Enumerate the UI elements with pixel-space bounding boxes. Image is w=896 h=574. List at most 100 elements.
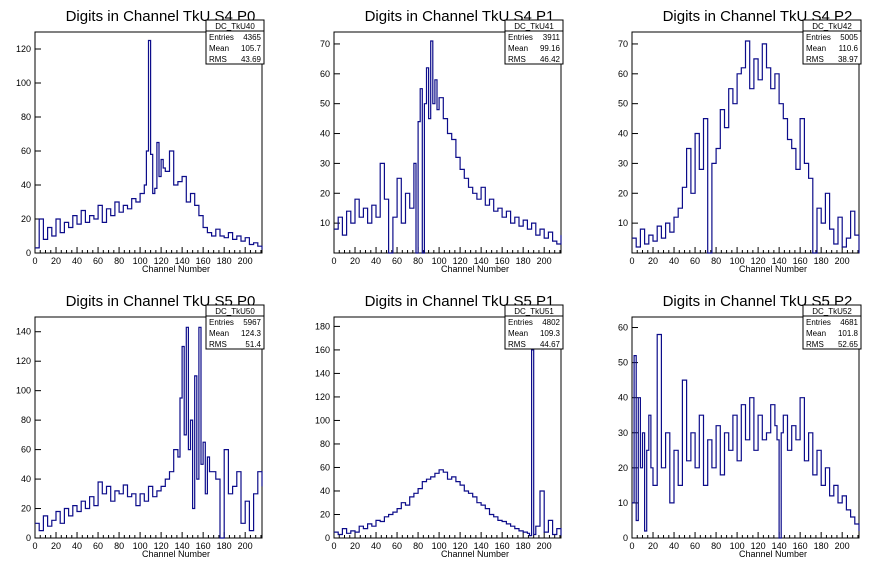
x-tick-label: 100 bbox=[432, 256, 447, 266]
x-axis-label: Channel Number bbox=[142, 264, 210, 274]
stats-box-frame bbox=[802, 19, 862, 65]
x-tick-label: 100 bbox=[432, 541, 447, 551]
x-tick-label: 160 bbox=[495, 541, 510, 551]
x-tick-label: 140 bbox=[474, 256, 489, 266]
x-tick-label: 40 bbox=[371, 256, 381, 266]
y-tick-label: 0 bbox=[623, 533, 628, 543]
x-tick-label: 20 bbox=[350, 256, 360, 266]
histogram-series bbox=[632, 40, 860, 254]
y-tick-label: 40 bbox=[21, 180, 31, 190]
chart-panel-5: Digits in Channel TkU S5 P20 20 40 60 80 100 1… bbox=[618, 293, 862, 559]
x-tick-label: 120 bbox=[154, 256, 169, 266]
y-tick-label: 100 bbox=[16, 78, 31, 88]
stats-value: 38.97 bbox=[838, 55, 859, 64]
x-tick-label: 180 bbox=[814, 256, 829, 266]
stats-value: 4802 bbox=[542, 318, 560, 327]
chart-panel-4: Digits in Channel TkU S5 P10 20 40 60 80 100 1… bbox=[315, 293, 564, 559]
x-tick-label: 120 bbox=[453, 256, 468, 266]
x-tick-label: 100 bbox=[133, 256, 148, 266]
y-tick-label: 20 bbox=[618, 188, 628, 198]
y-tick-label: 50 bbox=[320, 99, 330, 109]
x-tick-label: 0 bbox=[32, 541, 37, 551]
y-tick-label: 60 bbox=[21, 146, 31, 156]
x-tick-label: 60 bbox=[93, 256, 103, 266]
x-tick-label: 80 bbox=[413, 541, 423, 551]
y-tick-label: 80 bbox=[21, 112, 31, 122]
y-tick-label: 40 bbox=[618, 129, 628, 139]
y-tick-label: 120 bbox=[16, 44, 31, 54]
x-tick-label: 120 bbox=[453, 541, 468, 551]
y-tick-label: 30 bbox=[618, 428, 628, 438]
y-tick-label: 140 bbox=[315, 368, 330, 378]
x-tick-label: 200 bbox=[238, 541, 253, 551]
y-tick-label: 60 bbox=[618, 69, 628, 79]
y-tick-label: 40 bbox=[21, 474, 31, 484]
y-tick-label: 10 bbox=[320, 218, 330, 228]
x-tick-label: 120 bbox=[154, 541, 169, 551]
y-tick-label: 60 bbox=[618, 323, 628, 333]
x-tick-label: 100 bbox=[730, 256, 745, 266]
x-tick-label: 160 bbox=[196, 256, 211, 266]
x-tick-label: 120 bbox=[751, 541, 766, 551]
x-tick-label: 40 bbox=[72, 256, 82, 266]
y-tick-label: 30 bbox=[320, 158, 330, 168]
stats-value: 44.67 bbox=[540, 340, 561, 349]
y-tick-label: 120 bbox=[315, 392, 330, 402]
x-tick-label: 140 bbox=[772, 256, 787, 266]
x-tick-label: 200 bbox=[537, 256, 552, 266]
x-axis-label: Channel Number bbox=[441, 549, 509, 559]
x-tick-label: 0 bbox=[629, 541, 634, 551]
x-tick-label: 20 bbox=[51, 541, 61, 551]
stats-value: 52.65 bbox=[838, 340, 859, 349]
x-tick-label: 180 bbox=[516, 256, 531, 266]
stats-key: RMS bbox=[209, 55, 227, 64]
stats-box-frame bbox=[504, 19, 564, 65]
x-tick-label: 0 bbox=[629, 256, 634, 266]
stats-key: RMS bbox=[508, 55, 526, 64]
x-tick-label: 160 bbox=[793, 541, 808, 551]
x-tick-label: 180 bbox=[814, 541, 829, 551]
x-tick-label: 0 bbox=[32, 256, 37, 266]
x-tick-label: 40 bbox=[669, 541, 679, 551]
stats-name: DC_TkU42 bbox=[812, 22, 852, 31]
y-tick-label: 0 bbox=[26, 533, 31, 543]
x-tick-label: 20 bbox=[648, 256, 658, 266]
stats-key: Mean bbox=[508, 44, 528, 53]
x-tick-label: 140 bbox=[175, 541, 190, 551]
x-tick-label: 0 bbox=[331, 256, 336, 266]
x-tick-label: 140 bbox=[474, 541, 489, 551]
x-tick-label: 20 bbox=[51, 256, 61, 266]
histogram-series bbox=[35, 39, 263, 250]
stats-key: Entries bbox=[508, 33, 533, 42]
y-tick-label: 20 bbox=[320, 509, 330, 519]
stats-key: RMS bbox=[806, 340, 824, 349]
chart-panel-0: Digits in Channel TkU S4 P00 20 40 60 80 100 1… bbox=[16, 8, 265, 274]
stats-key: RMS bbox=[209, 340, 227, 349]
stats-value: 110.6 bbox=[839, 44, 859, 53]
stats-box-frame bbox=[802, 304, 862, 350]
x-tick-label: 160 bbox=[793, 256, 808, 266]
y-tick-label: 120 bbox=[16, 356, 31, 366]
stats-name: DC_TkU52 bbox=[812, 307, 852, 316]
x-tick-label: 120 bbox=[751, 256, 766, 266]
stats-box: DC_TkU52 Entries 4681 Mean 101.8 RMS 52.65 bbox=[802, 304, 862, 350]
x-tick-label: 80 bbox=[114, 256, 124, 266]
y-tick-label: 20 bbox=[21, 504, 31, 514]
y-tick-label: 20 bbox=[618, 463, 628, 473]
histogram-series bbox=[632, 333, 860, 539]
stats-key: Mean bbox=[209, 329, 229, 338]
stats-name: DC_TkU41 bbox=[514, 22, 554, 31]
plot-frame bbox=[34, 31, 263, 254]
y-tick-label: 180 bbox=[315, 321, 330, 331]
y-tick-label: 30 bbox=[618, 158, 628, 168]
stats-key: Entries bbox=[209, 33, 234, 42]
y-tick-label: 70 bbox=[618, 39, 628, 49]
x-tick-label: 180 bbox=[217, 256, 232, 266]
stats-key: Entries bbox=[806, 33, 831, 42]
x-tick-label: 180 bbox=[217, 541, 232, 551]
stats-box: DC_TkU41 Entries 3911 Mean 99.16 RMS 46.42 bbox=[504, 19, 564, 65]
y-tick-label: 50 bbox=[618, 99, 628, 109]
x-tick-label: 20 bbox=[350, 541, 360, 551]
stats-box: DC_TkU42 Entries 5005 Mean 110.6 RMS 38.97 bbox=[802, 19, 862, 65]
x-tick-label: 80 bbox=[711, 541, 721, 551]
